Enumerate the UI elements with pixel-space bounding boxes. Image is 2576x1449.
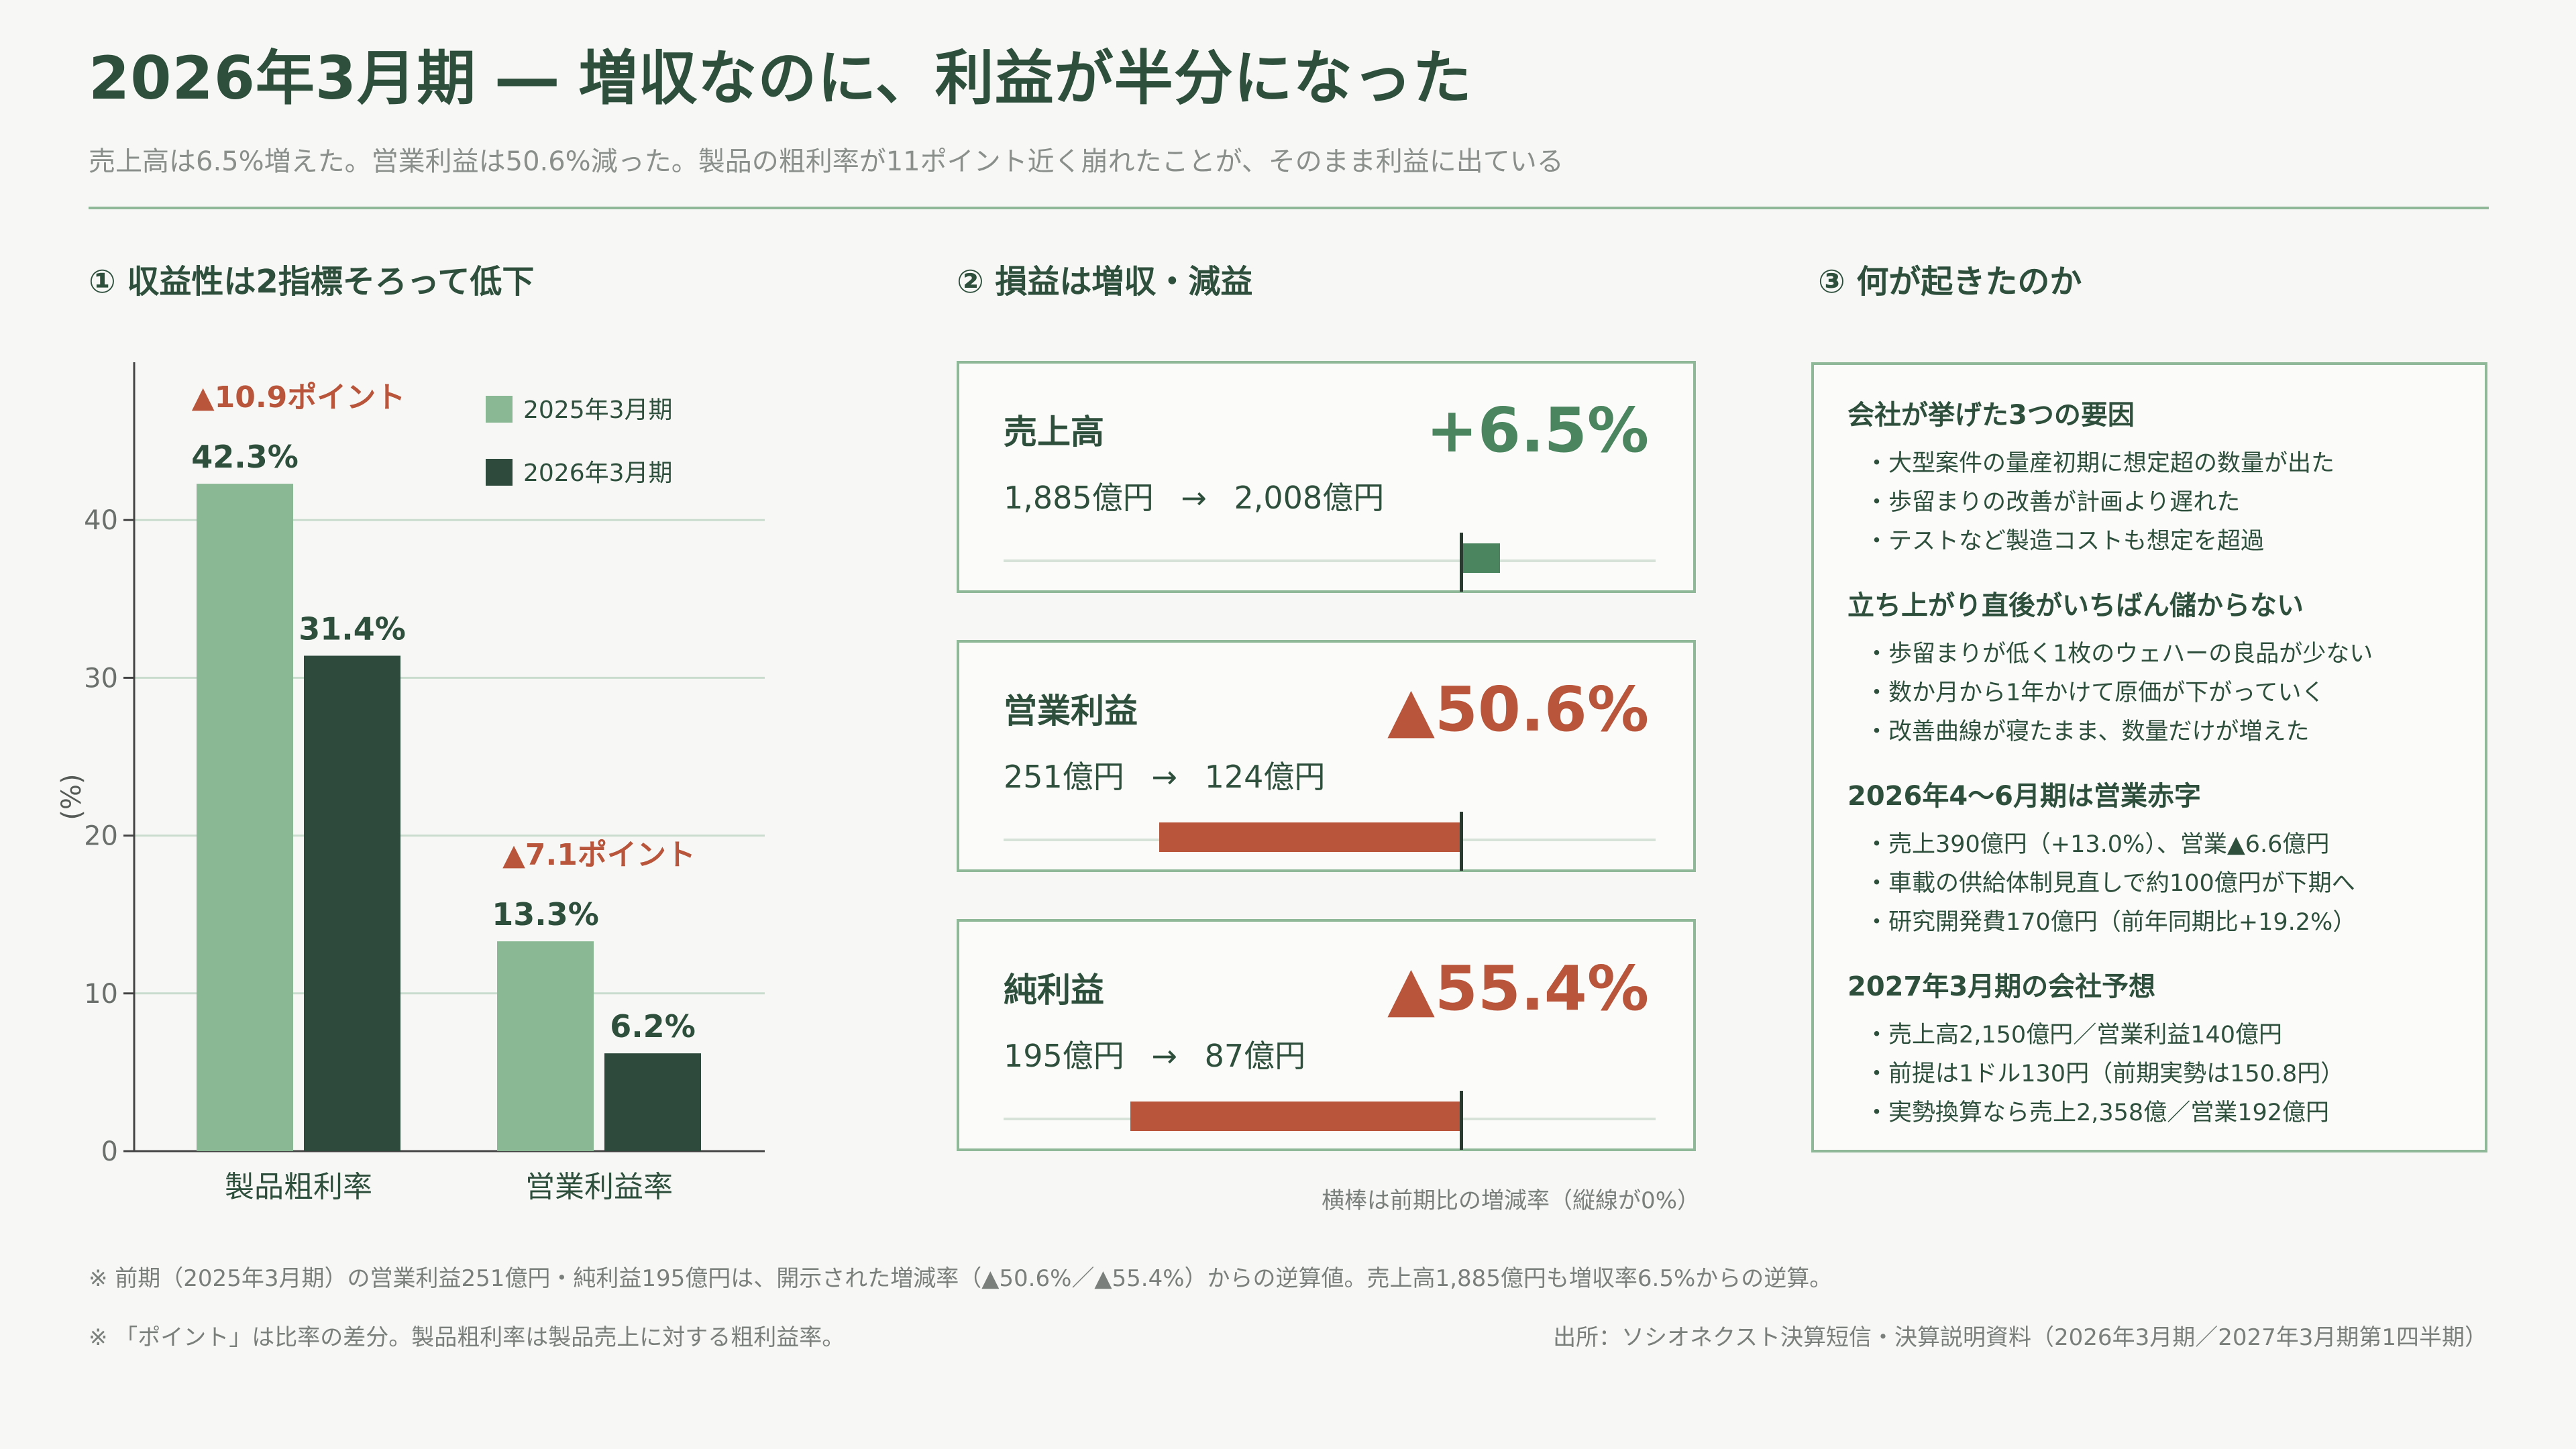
metric-values: 1,885億円 → 2,008億円 [1004,474,1384,518]
bar-note: 横棒は前期比の増減率（縦線が0%） [1322,1187,1700,1214]
reason-item: ・車載の供給体制見直しで約100億円が下期へ [1865,870,2355,897]
y-tick-label: 20 [84,821,118,852]
metric-from: 251億円 [1004,759,1124,795]
reason-item: ・大型案件の量産初期に想定超の数量が出た [1865,450,2335,477]
reason-item: ・歩留まりが低く1枚のウェハーの良品が少ない [1865,641,2373,667]
reason-group-title: 2027年3月期の会社予想 [1847,971,2156,1002]
metric-values: 195億円 → 87億円 [1004,1032,1305,1076]
zero-line [1460,1091,1463,1150]
legend-label: 2026年3月期 [523,460,673,487]
metric-card-operating-profit: 営業利益 ▲50.6% 251億円 → 124億円 [957,640,1696,872]
y-axis-label: (%) [56,773,87,820]
metric-card-sales: 売上高 +6.5% 1,885億円 → 2,008億円 [957,361,1696,593]
source-note: 出所：ソシオネクスト決算短信・決算説明資料（2026年3月期／2027年3月期第… [1553,1324,2487,1351]
change-bar-track [1004,559,1656,562]
metric-change: +6.5% [1426,394,1649,466]
reason-item: ・改善曲線が寝たまま、数量だけが増えた [1865,718,2310,745]
arrow-icon: → [1151,1038,1177,1074]
metric-to: 87億円 [1204,1038,1306,1074]
reason-group-title: 会社が挙げた3つの要因 [1847,400,2135,431]
change-bar [1461,543,1500,573]
difference-label: ▲7.1ポイント [502,838,696,872]
metric-to: 124億円 [1204,759,1326,795]
footnote-1: ※ 前期（2025年3月期）の営業利益251億円・純利益195億円は、開示された… [89,1265,1833,1292]
footnote-2: ※ 「ポイント」は比率の差分。製品粗利率は製品売上に対する粗利益率。 [89,1324,845,1351]
zero-line [1460,533,1463,592]
metric-from: 195億円 [1004,1038,1124,1074]
metric-card-net-profit: 純利益 ▲55.4% 195億円 → 87億円 [957,919,1696,1151]
difference-label: ▲10.9ポイント [192,380,405,415]
reason-item: ・歩留まりの改善が計画より遅れた [1865,489,2241,516]
y-tick-label: 40 [84,505,118,536]
zero-line [1460,812,1463,871]
y-tick-label: 30 [84,663,118,694]
data-label: 13.3% [492,896,599,932]
bar-fy2026 [604,1053,701,1151]
change-bar [1130,1102,1461,1131]
reason-item: ・実勢換算なら売上2,358億／営業192億円 [1865,1099,2330,1126]
y-tick-label: 0 [101,1136,118,1167]
section-heading-pl: ② 損益は増収・減益 [957,263,1253,301]
legend-label: 2025年3月期 [523,396,673,424]
reason-item: ・数か月から1年かけて原価が下がっていく [1865,680,2325,706]
data-label: 6.2% [610,1008,696,1044]
reason-item: ・前提は1ドル130円（前期実勢は150.8円） [1865,1061,2345,1087]
x-tick-label: 営業利益率 [525,1170,673,1204]
metric-name: 売上高 [1004,413,1104,451]
y-tick-label: 10 [84,979,118,1010]
reason-item: ・売上390億円（+13.0%）、営業▲6.6億円 [1865,831,2330,858]
section-heading-profitability: ① 収益性は2指標そろって低下 [89,263,535,301]
reason-group-title: 2026年4〜6月期は営業赤字 [1847,781,2201,812]
header-divider [89,207,2489,209]
legend-swatch [486,459,513,486]
metric-from: 1,885億円 [1004,480,1154,516]
x-tick-label: 製品粗利率 [225,1170,372,1204]
data-label: 42.3% [191,439,299,475]
page-title: 2026年3月期 ― 増収なのに、利益が半分になった [89,44,1472,113]
bar-fy2025 [197,484,293,1151]
metric-name: 純利益 [1004,971,1104,1010]
metric-change: ▲50.6% [1387,674,1649,745]
metric-name: 営業利益 [1004,692,1138,731]
arrow-icon: → [1151,759,1177,795]
section-heading-what-happened: ③ 何が起きたのか [1818,263,2082,301]
arrow-icon: → [1181,480,1207,516]
metric-change: ▲55.4% [1387,953,1649,1024]
reason-item: ・テストなど製造コストも想定を超過 [1865,528,2265,555]
legend-swatch [486,396,513,423]
reason-group-title: 立ち上がり直後がいちばん儲からない [1847,590,2304,621]
metric-values: 251億円 → 124億円 [1004,753,1325,797]
bar-fy2025 [497,941,594,1151]
data-label: 31.4% [299,610,406,647]
metric-to: 2,008億円 [1234,480,1385,516]
reason-item: ・研究開発費170億円（前年同期比+19.2%） [1865,909,2357,936]
page-subtitle: 売上高は6.5%増えた。営業利益は50.6%減った。製品の粗利率が11ポイント近… [89,146,1564,177]
reason-item: ・売上高2,150億円／営業利益140億円 [1865,1022,2283,1049]
reasons-panel: 会社が挙げた3つの要因 ・大型案件の量産初期に想定超の数量が出た ・歩留まりの改… [1811,362,2487,1152]
bar-fy2026 [304,655,400,1151]
change-bar [1159,822,1461,852]
